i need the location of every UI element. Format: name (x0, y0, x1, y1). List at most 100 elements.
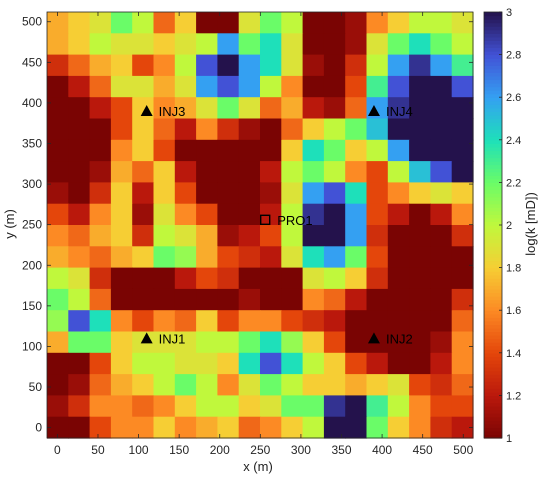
heatmap-cell (89, 310, 112, 333)
heatmap-cell (47, 139, 69, 162)
heatmap-cell (174, 139, 197, 162)
heatmap-cell (387, 33, 410, 56)
heatmap-cell (366, 12, 389, 34)
x-tick-label: 500 (453, 443, 473, 457)
heatmap-cell (409, 246, 431, 269)
heatmap-cell (174, 352, 197, 375)
heatmap-cell (174, 97, 197, 120)
heatmap-cell (345, 161, 368, 183)
heatmap-cell (323, 97, 346, 120)
colorbar-segment (484, 47, 502, 52)
heatmap-cell (345, 288, 368, 311)
x-tick-label: 450 (413, 443, 433, 457)
heatmap-cell (238, 374, 261, 396)
colorbar-segment (484, 374, 502, 379)
heatmap-cell (132, 374, 155, 396)
heatmap-cell (409, 288, 431, 311)
heatmap-cell (132, 395, 155, 418)
heatmap-cell (345, 310, 368, 333)
colorbar-segment (484, 129, 502, 134)
heatmap-cell (430, 118, 453, 141)
heatmap-cell (451, 139, 474, 162)
heatmap-cell (451, 374, 474, 396)
heatmap-cell (89, 54, 112, 77)
heatmap-cell (281, 182, 304, 205)
heatmap-cell (238, 416, 261, 439)
colorbar-segment (484, 271, 502, 276)
heatmap-cell (281, 203, 304, 226)
heatmap-cell (260, 416, 282, 439)
heatmap-cell (89, 225, 112, 247)
heatmap-cell (110, 182, 133, 205)
heatmap-cell (238, 161, 261, 183)
colorbar-segment (484, 434, 502, 439)
heatmap-cell (132, 33, 155, 56)
colorbar-segment (484, 331, 502, 336)
colorbar-segment (484, 310, 502, 315)
y-tick-label: 0 (35, 421, 42, 435)
heatmap-cell (110, 352, 133, 375)
colorbar-tick-label: 2.6 (506, 92, 521, 104)
colorbar-tick-label: 2 (506, 220, 512, 232)
heatmap-cell (47, 288, 69, 311)
heatmap-cell (281, 374, 304, 396)
colorbar-segment (484, 349, 502, 354)
colorbar-segment (484, 249, 502, 254)
heatmap-cell (302, 203, 325, 226)
heatmap-cell (345, 54, 368, 77)
heatmap-cell (110, 75, 133, 98)
heatmap-cell (323, 182, 346, 205)
heatmap-cell (281, 54, 304, 77)
colorbar-segment (484, 303, 502, 308)
heatmap-cell (260, 225, 282, 247)
colorbar-segment (484, 182, 502, 187)
heatmap-cell (89, 139, 112, 162)
colorbar-segment (484, 416, 502, 421)
heatmap-cell (366, 75, 389, 98)
heatmap-cell (302, 288, 325, 311)
colorbar-segment (484, 288, 502, 294)
heatmap-cell (409, 203, 431, 226)
heatmap-cell (366, 225, 389, 247)
colorbar-tick-label: 1 (506, 433, 512, 445)
heatmap-cell (132, 161, 155, 183)
heatmap-cell (132, 288, 155, 311)
colorbar-segment (484, 406, 502, 411)
heatmap-cell (302, 54, 325, 77)
heatmap-cell (110, 12, 133, 34)
heatmap-cell (366, 352, 389, 375)
heatmap-cell (302, 75, 325, 98)
colorbar-tick-label: 1.8 (506, 263, 521, 275)
heatmap-cell (260, 374, 282, 396)
colorbar-segment (484, 402, 502, 407)
heatmap-cell (174, 246, 197, 269)
y-tick-label: 350 (22, 137, 42, 151)
heatmap-cell (281, 331, 304, 354)
heatmap-cell (323, 12, 346, 34)
heatmap-cell (217, 267, 240, 290)
colorbar-tick-label: 2.4 (506, 135, 521, 147)
colorbar-segment (484, 185, 502, 191)
heatmap-cell (68, 139, 91, 162)
colorbar: 1 1.2 1.4 1.6 1.8 2 2.2 2.4 2.6 2.8 3 (483, 7, 521, 445)
heatmap-cell (323, 118, 346, 141)
heatmap-cell (345, 374, 368, 396)
heatmap-cell (366, 288, 389, 311)
heatmap-cell (345, 246, 368, 269)
y-axis-label: y (m) (2, 209, 17, 239)
heatmap-cell (238, 267, 261, 290)
colorbar-segment (484, 139, 502, 144)
heatmap-cell (196, 139, 218, 162)
heatmap-cell (366, 161, 389, 183)
heatmap-cell (323, 352, 346, 375)
heatmap-cell (132, 139, 155, 162)
heatmap-cell (89, 75, 112, 98)
colorbar-segment (484, 242, 502, 247)
heatmap-cell (366, 310, 389, 333)
heatmap-cell (323, 203, 346, 226)
heatmap-cell (238, 331, 261, 354)
heatmap-cell (153, 352, 176, 375)
heatmap-cell (387, 97, 410, 120)
heatmap-cell (174, 203, 197, 226)
heatmap-cell (196, 246, 218, 269)
